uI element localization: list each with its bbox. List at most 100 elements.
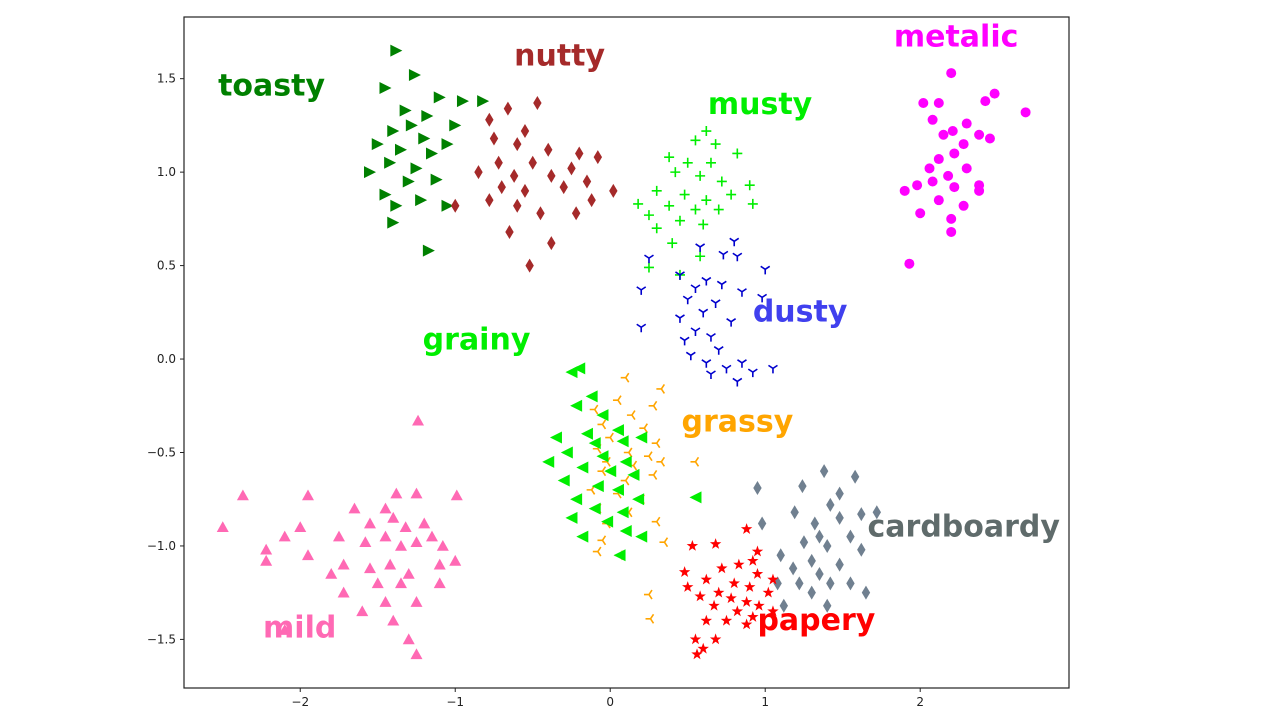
point-toasty [430, 173, 443, 186]
point-mild [278, 624, 291, 635]
point-dusty [706, 332, 716, 342]
point-papery [731, 605, 744, 617]
point-cardboardy [835, 510, 844, 525]
point-cardboardy [819, 464, 829, 479]
point-dusty [706, 370, 716, 379]
point-mild [332, 530, 345, 542]
point-papery [678, 566, 691, 577]
point-grassy [643, 589, 653, 600]
point-papery [720, 614, 733, 626]
label-grassy: grassy [682, 405, 794, 440]
point-dusty [695, 243, 706, 252]
point-toasty [363, 166, 376, 179]
y-tick-label: −1.0 [147, 539, 176, 553]
y-tick-label: −1.5 [147, 632, 176, 646]
point-musty [667, 238, 678, 249]
point-grainy [596, 450, 609, 463]
point-papery [740, 523, 753, 534]
point-papery [725, 592, 737, 604]
y-tick-label: 0.5 [157, 259, 176, 273]
point-musty [713, 204, 724, 215]
point-grassy [651, 516, 661, 527]
plot-marks [216, 44, 1031, 660]
point-dusty [716, 280, 727, 290]
y-tick-label: 0.0 [157, 352, 176, 366]
point-musty [695, 170, 706, 181]
point-mild [436, 539, 449, 551]
point-metalic [974, 129, 985, 140]
point-musty [651, 223, 662, 234]
point-mild [356, 605, 369, 617]
point-mild [433, 577, 446, 589]
point-mild [425, 530, 438, 542]
point-grainy [689, 491, 702, 504]
point-nutty [547, 236, 556, 251]
y-tick-label: 1.0 [157, 165, 176, 179]
point-toasty [421, 110, 434, 123]
point-toasty [456, 95, 469, 108]
point-dusty [636, 323, 647, 333]
point-mild [387, 614, 400, 626]
series-metalic [899, 68, 1031, 269]
axes: −2 −1 0 1 2 −1.5 −1.0 −0.5 0.0 0.5 1.0 1.5 [147, 72, 924, 709]
point-grainy [580, 427, 593, 440]
point-cardboardy [788, 561, 798, 576]
point-musty [682, 157, 693, 168]
point-cardboardy [776, 548, 785, 563]
point-toasty [379, 82, 392, 95]
point-metalic [958, 139, 969, 150]
label-dusty: dusty [753, 294, 848, 329]
point-dusty [737, 359, 747, 368]
point-papery [709, 633, 722, 645]
point-grainy [549, 431, 562, 444]
point-dusty [701, 276, 712, 286]
point-mild [394, 539, 407, 551]
point-toasty [410, 162, 423, 175]
point-dusty [726, 317, 737, 327]
point-nutty [536, 206, 545, 221]
point-metalic [933, 154, 944, 165]
point-toasty [387, 216, 400, 229]
point-dusty [679, 336, 690, 346]
point-papery [751, 545, 764, 557]
point-mild [410, 536, 423, 548]
point-musty [651, 185, 662, 196]
point-mild [379, 502, 392, 514]
point-mild [260, 554, 273, 566]
label-grainy: grainy [423, 322, 531, 357]
point-metalic [946, 68, 957, 79]
point-grainy [619, 524, 632, 537]
point-metalic [1020, 107, 1031, 118]
point-mild [379, 530, 392, 542]
point-dusty [737, 288, 747, 297]
point-toasty [402, 175, 415, 188]
point-grainy [604, 465, 617, 478]
point-metalic [933, 195, 944, 206]
point-grassy [623, 447, 633, 458]
point-grainy [616, 506, 629, 519]
point-nutty [533, 95, 542, 110]
point-grassy [690, 456, 700, 467]
point-nutty [547, 168, 556, 183]
point-dusty [690, 327, 701, 337]
point-musty [679, 189, 690, 200]
point-dusty [747, 368, 758, 378]
point-cardboardy [807, 585, 816, 600]
point-papery [700, 573, 713, 585]
cluster-labels: toasty nutty musty metalic dusty grassy grainy… [218, 20, 1060, 646]
label-toasty: toasty [218, 68, 325, 103]
point-grassy [656, 384, 666, 394]
point-toasty [390, 44, 403, 57]
point-grainy [570, 493, 583, 506]
point-grassy [659, 537, 669, 548]
point-mild [348, 502, 361, 514]
point-dusty [729, 237, 740, 247]
point-toasty [422, 244, 435, 257]
point-grassy [645, 613, 655, 624]
point-musty [701, 195, 712, 206]
x-tick-label: −2 [291, 695, 309, 709]
x-tick-label: 1 [761, 695, 769, 709]
point-metalic [899, 185, 910, 196]
point-grassy [643, 451, 653, 462]
point-musty [732, 148, 743, 159]
